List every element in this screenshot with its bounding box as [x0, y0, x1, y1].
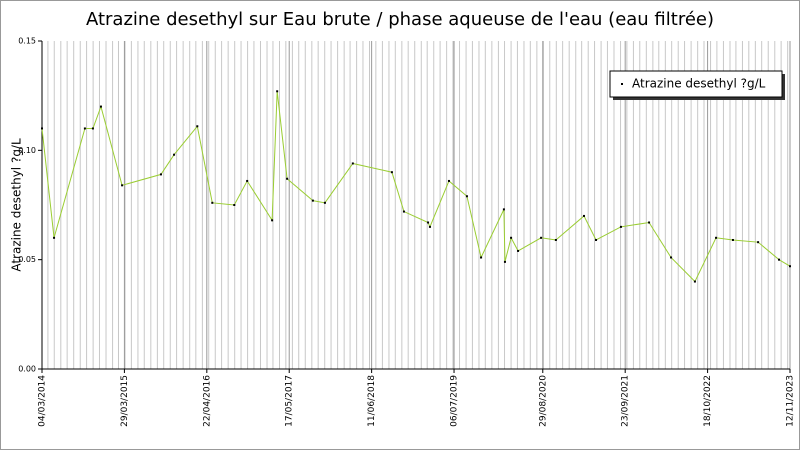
x-tick-label: 06/07/2019	[450, 375, 460, 427]
data-point	[211, 201, 214, 204]
data-point	[351, 162, 354, 165]
x-tick-label: 29/03/2015	[120, 375, 130, 427]
data-point	[53, 236, 56, 239]
data-point	[271, 219, 274, 222]
x-tick-label: 22/04/2016	[202, 375, 212, 427]
data-point	[554, 238, 557, 241]
data-point	[159, 173, 162, 176]
x-tick-label: 29/08/2020	[538, 375, 548, 427]
y-tick-label: 0.05	[18, 255, 36, 264]
data-point	[390, 171, 393, 174]
series-line	[41, 91, 791, 283]
data-point	[648, 221, 651, 224]
x-tick-label: 12/11/2023	[786, 375, 796, 427]
y-tick-label: 0.15	[18, 37, 36, 46]
data-point	[427, 221, 430, 224]
legend-marker	[621, 83, 623, 85]
x-tick-label: 23/09/2021	[621, 375, 631, 427]
data-point	[233, 204, 236, 206]
data-point	[670, 256, 673, 259]
data-point	[465, 195, 468, 198]
data-point	[619, 225, 622, 228]
legend: Atrazine desethyl ?g/L	[609, 70, 785, 100]
data-point	[447, 179, 450, 182]
data-point	[540, 236, 543, 239]
data-point	[41, 127, 43, 130]
data-point	[323, 201, 326, 204]
data-point	[121, 184, 124, 187]
data-point	[99, 105, 102, 108]
data-point	[502, 208, 505, 211]
x-tick-label: 11/06/2018	[367, 375, 377, 427]
y-axis-label: Atrazine desethyl ?g/L	[10, 138, 24, 272]
data-point	[778, 258, 781, 261]
data-point	[83, 127, 86, 130]
data-point	[789, 265, 791, 268]
data-point	[510, 236, 513, 239]
data-point	[757, 241, 760, 244]
data-point	[246, 179, 249, 182]
legend-label: Atrazine desethyl ?g/L	[632, 77, 766, 91]
data-point	[715, 236, 718, 239]
y-tick-label: 0.00	[18, 365, 36, 374]
data-point	[276, 90, 279, 93]
chart-title: Atrazine desethyl sur Eau brute / phase …	[86, 9, 714, 30]
data-point	[582, 214, 585, 217]
data-point	[480, 256, 483, 259]
data-point	[91, 127, 94, 130]
data-point	[311, 199, 314, 202]
data-point	[428, 225, 431, 228]
data-point	[731, 238, 734, 241]
y-tick-label: 0.10	[18, 146, 36, 155]
data-point	[595, 238, 598, 241]
data-point	[517, 249, 520, 252]
data-point	[693, 280, 696, 283]
data-point	[402, 210, 405, 213]
data-point	[286, 177, 289, 180]
x-tick-label: 18/10/2022	[703, 375, 713, 427]
legend-box	[609, 70, 783, 98]
data-point	[503, 260, 506, 263]
x-tick-label: 04/03/2014	[38, 375, 48, 427]
data-point	[196, 125, 199, 128]
x-tick-label: 17/05/2017	[285, 375, 295, 427]
data-point	[173, 153, 176, 156]
